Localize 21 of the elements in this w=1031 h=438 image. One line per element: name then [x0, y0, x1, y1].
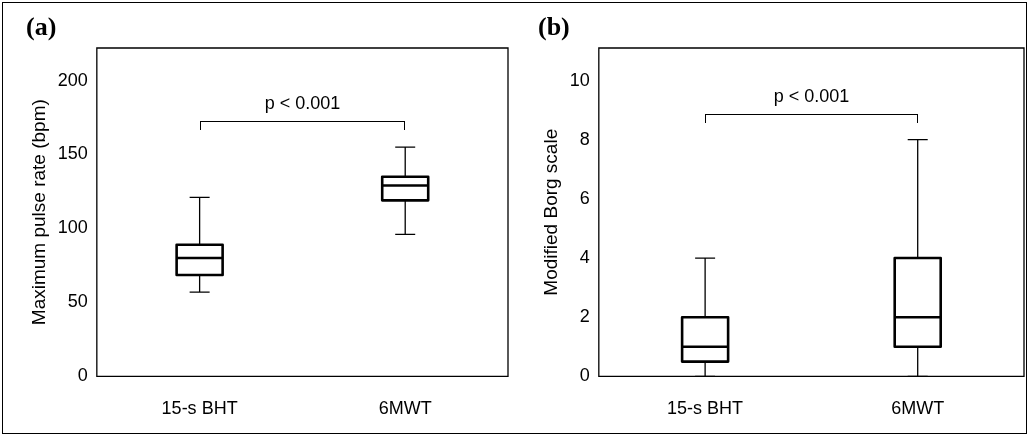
- y-tick-label: 100: [57, 217, 88, 238]
- x-tick-label: 15-s BHT: [667, 398, 744, 419]
- y-tick-label: 0: [579, 365, 590, 386]
- x-tick-label: 15-s BHT: [161, 398, 238, 419]
- annotation: p < 0.001: [264, 93, 341, 114]
- y-tick-label: 8: [579, 128, 590, 149]
- y-tick-label: 150: [57, 143, 88, 164]
- y-tick-label: 4: [579, 247, 590, 268]
- chart-title: (b): [538, 12, 570, 42]
- y-tick-label: 0: [77, 365, 88, 386]
- chart-title: (a): [26, 12, 57, 42]
- x-tick-label: 6MWT: [378, 398, 432, 419]
- annotation: p < 0.001: [773, 85, 850, 106]
- x-tick-label: 6MWT: [891, 398, 945, 419]
- y-tick-label: 6: [579, 187, 590, 208]
- y-axis-title: Maximum pulse rate (bpm): [27, 99, 49, 326]
- y-tick-label: 10: [569, 69, 590, 90]
- y-axis-title: Modified Borg scale: [539, 128, 561, 296]
- y-tick-label: 2: [579, 306, 590, 327]
- y-tick-label: 200: [57, 69, 88, 90]
- y-tick-label: 50: [67, 291, 88, 312]
